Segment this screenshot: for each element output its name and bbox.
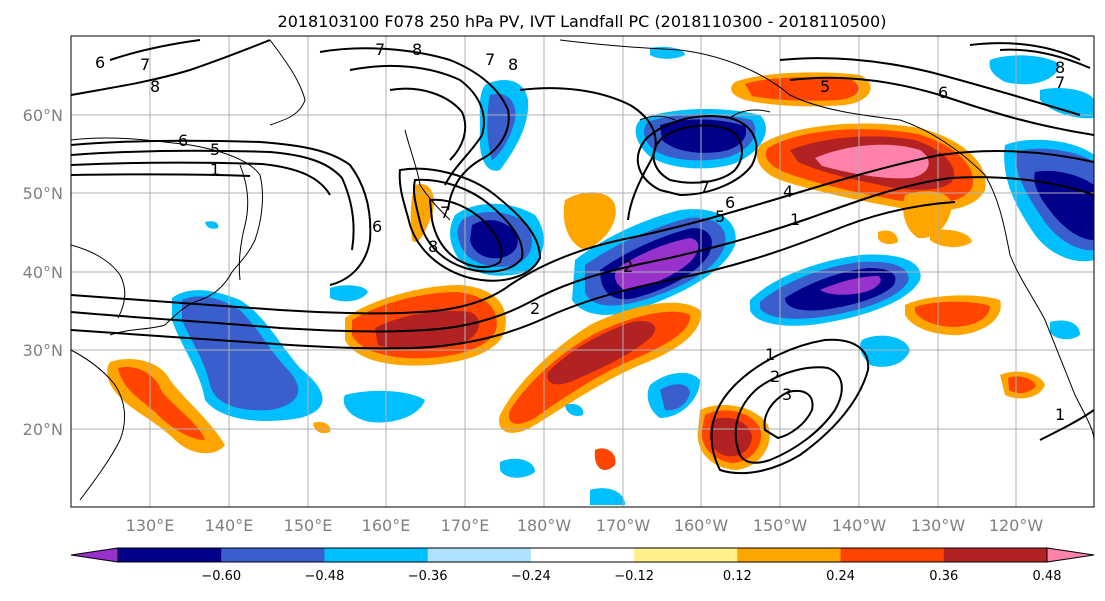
colorbar-tick-label: −0.12 [614,569,654,584]
svg-text:6: 6 [725,193,735,212]
coastlines [71,39,1094,501]
svg-text:2: 2 [770,367,780,386]
svg-text:7: 7 [440,203,450,222]
svg-text:6: 6 [372,217,382,236]
graticule [71,36,1094,507]
svg-text:7: 7 [1055,73,1065,92]
colorbar-swatch [324,548,429,562]
svg-text:1: 1 [1055,405,1065,424]
colorbar-swatch [634,548,738,562]
colorbar-swatch [840,548,945,562]
latitude-labels: 60°N 50°N 40°N 30°N 20°N [23,106,63,439]
lat-label: 60°N [23,106,63,125]
svg-text:7: 7 [485,50,495,69]
lon-label: 120°W [989,516,1044,535]
colorbar-swatch [221,548,325,562]
colorbar-swatch [737,548,842,562]
contour-labels: 6 7 8 6 5 1 7 8 7 8 6 2 8 7 6 5 4 1 2 1 … [95,40,1065,424]
lon-label: 130°W [911,516,966,535]
lon-label: 160°W [674,516,729,535]
map-title: 2018103100 F078 250 hPa PV, IVT Landfall… [278,12,887,31]
lon-label: 150°W [753,516,808,535]
svg-text:1: 1 [210,160,220,179]
colorbar-tick-label: 0.36 [929,569,958,584]
colorbar-swatch [943,548,1048,562]
colorbar-tick-label: −0.48 [305,569,345,584]
colorbar-tick-label: −0.24 [511,569,551,584]
lon-label: 140°W [832,516,887,535]
lat-label: 40°N [23,263,63,282]
lon-label: 180°W [517,516,572,535]
lon-label: 170°W [596,516,651,535]
svg-text:8: 8 [1055,58,1065,77]
colorbar-tick-label: 0.24 [826,569,855,584]
colorbar-tick-label: 0.48 [1033,569,1062,584]
map-frame [70,35,1095,508]
colorbar-frame [117,547,1048,563]
svg-text:1: 1 [790,210,800,229]
svg-text:8: 8 [428,237,438,256]
lat-label: 20°N [23,420,63,439]
svg-text:5: 5 [820,77,830,96]
colorbar-swatch [530,548,635,562]
colorbar-tick-label: 0.12 [723,569,752,584]
lon-label: 130°E [126,516,175,535]
svg-text:2: 2 [623,257,633,276]
lon-label: 150°E [284,516,333,535]
svg-text:6: 6 [178,131,188,150]
svg-text:5: 5 [715,207,725,226]
colorbar-swatch [427,548,532,562]
svg-text:3: 3 [782,385,792,404]
svg-text:5: 5 [210,140,220,159]
colorbar-max-extension [1046,547,1095,563]
svg-text:8: 8 [508,55,518,74]
svg-text:8: 8 [412,40,422,59]
pv-contours [71,39,1094,475]
svg-text:1: 1 [765,345,775,364]
svg-text:7: 7 [140,55,150,74]
svg-text:7: 7 [700,177,710,196]
svg-text:6: 6 [95,53,105,72]
svg-text:7: 7 [375,40,385,59]
colorbar-tick-label: −0.36 [408,569,448,584]
lon-label: 170°E [441,516,490,535]
svg-text:6: 6 [938,83,948,102]
lon-label: 140°E [205,516,254,535]
lat-label: 30°N [23,341,63,360]
colorbar-swatch [118,548,222,562]
svg-text:8: 8 [150,77,160,96]
lon-label: 160°E [362,516,411,535]
colorbar-min-extension [70,547,119,563]
colorbar: −0.60 −0.48 −0.36 −0.24 −0.12 0.12 0.24 0.36 0.4… [70,547,1095,584]
svg-text:4: 4 [783,182,793,201]
lat-label: 50°N [23,184,63,203]
svg-text:2: 2 [530,299,540,318]
colorbar-tick-label: −0.60 [201,569,241,584]
longitude-labels: 130°E 140°E 150°E 160°E 170°E 180°W 170°… [126,516,1044,535]
